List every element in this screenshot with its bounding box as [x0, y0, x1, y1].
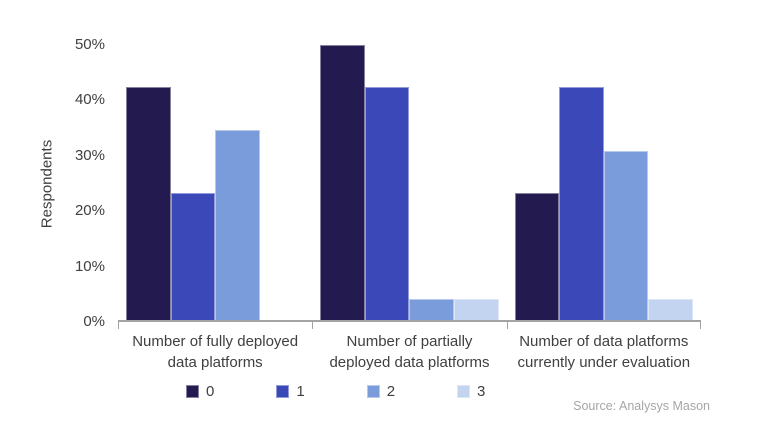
y-axis-title: Respondents [38, 139, 56, 229]
legend-item: 0 [186, 383, 214, 400]
legend-label: 3 [477, 383, 486, 400]
legend-label: 1 [296, 383, 305, 400]
bar-series-0 [320, 45, 365, 320]
legend-item: 1 [276, 383, 305, 400]
bar-series-1 [559, 87, 604, 320]
bar-group [312, 45, 506, 320]
legend-item: 3 [457, 383, 485, 400]
x-tick-mark [700, 322, 701, 329]
y-tick-label: 0% [83, 313, 105, 330]
legend-marker-icon [366, 385, 380, 398]
legend-label: 2 [386, 383, 396, 400]
bar-series-2 [409, 299, 455, 320]
y-tick-label: 10% [74, 257, 105, 275]
bar-series-0 [125, 87, 171, 320]
x-category-label: Number of partially deployed data platfo… [329, 333, 490, 371]
legend-marker-icon [276, 385, 290, 398]
y-tick-label: 20% [74, 202, 105, 220]
bar-series-2 [603, 150, 649, 320]
plot-area [118, 45, 701, 322]
y-axis-tick-labels: 0% 10% 20% 30% 40% 50% [55, 36, 105, 330]
bar-series-3 [648, 299, 693, 320]
x-tick-mark [118, 322, 119, 329]
y-tick-label: 50% [74, 36, 105, 53]
bar-series-1 [170, 192, 216, 320]
bar-group [507, 45, 701, 320]
bar-series-0 [514, 192, 560, 320]
legend-item: 2 [366, 383, 396, 400]
bar-series-1 [364, 87, 410, 320]
bar-series-2 [215, 129, 260, 320]
y-tick-label: 40% [74, 91, 105, 109]
source-text: Source: Analysys Mason [573, 399, 710, 413]
x-tick-mark [312, 322, 314, 329]
legend-label: 0 [206, 383, 215, 400]
x-tick-mark [506, 322, 508, 329]
legend-marker-icon [186, 385, 199, 398]
bar-series-3 [454, 299, 499, 320]
x-category-label: Number of fully deployed data platforms [132, 333, 299, 371]
x-category-label: Number of data platforms currently under… [517, 333, 691, 371]
legend: 0 1 2 3 [186, 383, 485, 400]
legend-marker-icon [457, 385, 471, 398]
bar-group [118, 45, 312, 320]
x-axis-category-labels: Number of fully deployed data platforms N… [118, 332, 701, 373]
y-tick-label: 30% [74, 146, 105, 164]
x-axis-tick-marks [118, 322, 701, 329]
